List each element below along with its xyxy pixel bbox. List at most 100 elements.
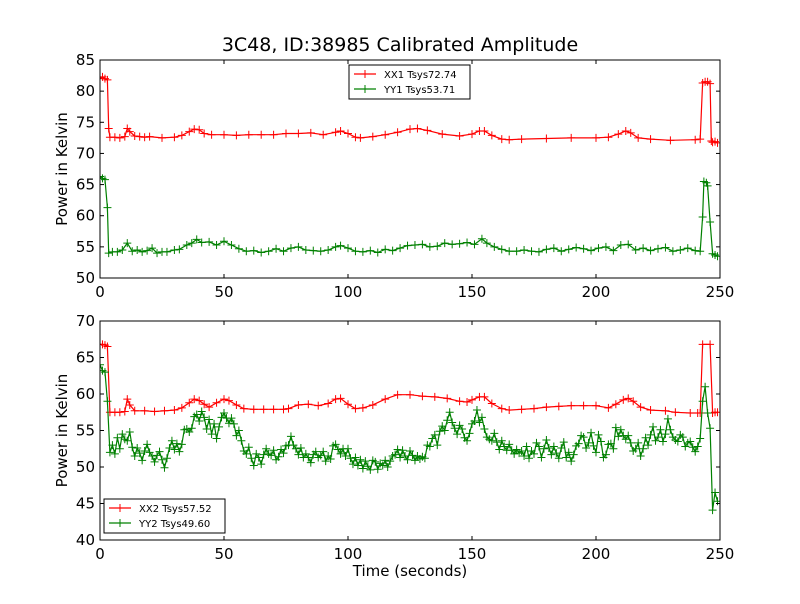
data-point — [190, 395, 199, 404]
data-point — [661, 430, 670, 439]
data-point — [579, 244, 588, 253]
data-point — [505, 406, 514, 415]
data-point — [356, 133, 365, 142]
legend-marker — [116, 519, 124, 527]
x-tick-label: 100 — [334, 283, 363, 301]
legend: XX1 Tsys72.74 YY1 Tsys53.71 — [348, 64, 471, 100]
data-point — [205, 237, 214, 246]
data-point — [706, 340, 715, 349]
data-point — [351, 404, 360, 413]
data-point — [110, 133, 119, 142]
data-point — [200, 129, 209, 138]
data-point — [408, 451, 417, 460]
data-point — [396, 453, 405, 462]
data-point — [177, 403, 186, 412]
data-point — [611, 423, 620, 432]
data-point — [103, 397, 112, 406]
data-point — [686, 437, 695, 446]
data-point — [140, 406, 149, 415]
data-point — [115, 133, 124, 142]
data-point — [410, 456, 419, 465]
data-point — [691, 246, 700, 255]
data-point — [636, 403, 645, 412]
y-tick-label: 55 — [76, 238, 95, 256]
data-point — [604, 133, 613, 142]
data-point — [492, 438, 501, 447]
series-2 — [100, 360, 720, 515]
data-point — [425, 242, 434, 251]
data-point — [197, 407, 206, 416]
data-point — [220, 130, 228, 139]
data-point — [661, 243, 670, 252]
data-point — [443, 416, 452, 425]
data-point — [232, 131, 241, 140]
data-point — [463, 238, 472, 247]
data-point — [601, 242, 610, 251]
data-point — [224, 419, 233, 428]
data-point — [654, 244, 662, 253]
data-point — [463, 398, 472, 407]
data-point — [621, 127, 630, 136]
data-point — [195, 125, 204, 134]
data-point — [549, 244, 558, 253]
data-point — [105, 448, 114, 457]
data-point — [143, 246, 152, 255]
data-point — [542, 403, 551, 412]
data-point — [636, 452, 645, 461]
data-point — [242, 247, 251, 256]
data-point — [160, 463, 169, 472]
data-point — [606, 439, 615, 448]
data-point — [135, 132, 144, 141]
data-point — [115, 444, 124, 453]
y-axis-label: Power in Kelvin — [53, 112, 71, 226]
data-point — [544, 444, 553, 453]
data-point — [269, 130, 278, 139]
data-point — [706, 79, 715, 88]
data-point — [430, 430, 439, 439]
data-point — [200, 400, 209, 409]
legend-label: YY2 Tsys49.60 — [138, 519, 210, 530]
data-point — [564, 245, 573, 254]
data-point — [150, 457, 159, 466]
data-point — [480, 425, 489, 434]
y-tick-label: 80 — [76, 82, 95, 100]
data-point — [393, 128, 402, 137]
data-point — [212, 398, 221, 407]
data-point — [564, 448, 573, 457]
data-point — [624, 240, 633, 249]
data-point — [706, 424, 715, 433]
data-point — [393, 390, 402, 399]
data-point — [319, 447, 328, 456]
data-point — [639, 244, 648, 253]
data-point — [182, 240, 191, 249]
data-point — [517, 135, 526, 144]
data-point — [497, 135, 506, 144]
data-point — [433, 242, 442, 251]
data-point — [145, 132, 154, 141]
data-point — [686, 408, 695, 417]
data-point — [579, 433, 588, 442]
data-point — [309, 246, 318, 255]
data-point — [306, 128, 315, 137]
data-point — [596, 437, 605, 446]
y-tick-label: 65 — [76, 349, 95, 367]
data-point — [351, 247, 360, 256]
data-point — [160, 406, 169, 415]
data-point — [128, 247, 137, 256]
data-point — [314, 401, 323, 410]
y-tick-label: 70 — [76, 144, 95, 162]
data-point — [554, 454, 563, 463]
data-point — [133, 444, 142, 453]
data-point — [381, 456, 390, 465]
data-point — [158, 133, 166, 142]
data-point — [631, 444, 640, 453]
data-point — [165, 444, 174, 453]
data-point — [534, 442, 543, 451]
data-point — [497, 404, 506, 413]
data-point — [505, 247, 514, 256]
data-point — [706, 217, 715, 226]
legend-item: YY1 Tsys53.71 — [354, 85, 455, 96]
data-point — [530, 449, 538, 458]
